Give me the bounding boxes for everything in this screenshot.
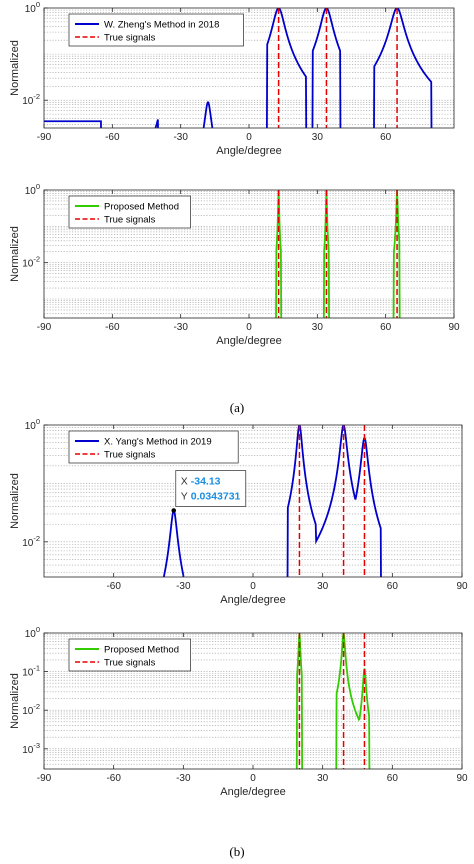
- y-tick-exponent: -2: [33, 534, 40, 543]
- y-tick-base: 10: [25, 629, 37, 640]
- x-tick-label: 0: [246, 322, 252, 333]
- legend-label: X. Yang's Method in 2019: [104, 437, 212, 448]
- x-tick-label: -30: [176, 581, 191, 592]
- legend-box: [68, 430, 239, 464]
- x-tick-label: 90: [448, 322, 460, 333]
- x-axis-label: Angle/degree: [220, 594, 285, 606]
- legend-label: True signals: [104, 658, 156, 669]
- datatip-x-label: X: [181, 476, 188, 488]
- legend-box: [68, 638, 191, 672]
- x-tick-label: 30: [317, 773, 329, 784]
- series-line: [44, 8, 433, 128]
- x-tick-label: -90: [37, 132, 52, 143]
- y-tick-label: 10-3: [22, 741, 40, 756]
- caption-b: (b): [229, 844, 244, 859]
- y-tick-base: 10: [22, 706, 34, 717]
- x-axis-label: Angle/degree: [216, 335, 281, 347]
- y-tick-exponent: 0: [36, 0, 40, 9]
- datatip-marker: [171, 508, 177, 513]
- y-tick-exponent: 0: [36, 417, 40, 426]
- y-tick-base: 10: [25, 4, 37, 15]
- y-tick-label: 100: [25, 182, 40, 197]
- x-tick-label: 90: [456, 773, 468, 784]
- y-tick-exponent: -2: [33, 92, 40, 101]
- datatip-y-value: 0.0343731: [191, 491, 241, 503]
- y-axis-label: Normalized: [9, 473, 21, 529]
- legend-label: True signals: [104, 33, 156, 44]
- chart-b-top: -60 -30 0 30 60 9010010-2Angle/degreeNormaliz…: [9, 417, 468, 606]
- y-tick-exponent: -1: [33, 664, 40, 673]
- legend-label: Proposed Method: [104, 645, 179, 656]
- legend-label: W. Zheng's Method in 2018: [104, 20, 219, 31]
- chart-a-bottom: -90 -60 -30 0 30 60 9010010-2Angle/degreeNorma…: [9, 182, 460, 347]
- y-tick-exponent: -2: [33, 702, 40, 711]
- x-tick-label: 0: [250, 773, 256, 784]
- x-tick-label: 30: [312, 132, 324, 143]
- x-tick-label: 60: [387, 773, 399, 784]
- x-tick-label: 90: [456, 581, 468, 592]
- y-axis-label: Normalized: [9, 673, 21, 729]
- y-tick-base: 10: [22, 96, 34, 107]
- x-tick-label: 60: [387, 581, 399, 592]
- x-tick-label: 0: [246, 132, 252, 143]
- y-tick-exponent: 0: [36, 182, 40, 191]
- y-tick-exponent: 0: [36, 625, 40, 634]
- legend-label: True signals: [104, 215, 156, 226]
- x-tick-label: 60: [380, 132, 392, 143]
- datatip[interactable]: X -34.13 Y 0.0343731: [171, 470, 247, 513]
- y-tick-label: 100: [25, 0, 40, 15]
- y-tick-label: 10-2: [22, 702, 40, 717]
- x-tick-label: -60: [105, 322, 120, 333]
- y-tick-label: 10-2: [22, 255, 40, 270]
- x-axis-label: Angle/degree: [220, 786, 285, 798]
- x-axis-label: Angle/degree: [216, 145, 281, 157]
- y-tick-label: 100: [25, 417, 40, 432]
- x-tick-label: 30: [317, 581, 329, 592]
- datatip-y-label: Y: [181, 491, 188, 503]
- x-tick-label: -30: [176, 773, 191, 784]
- y-tick-exponent: -3: [33, 741, 40, 750]
- x-tick-label: -30: [173, 132, 188, 143]
- datatip-x-value: -34.13: [191, 476, 221, 488]
- y-tick-label: 10-1: [22, 664, 40, 679]
- y-tick-base: 10: [22, 538, 34, 549]
- y-tick-base: 10: [25, 421, 37, 432]
- x-tick-label: 0: [250, 581, 256, 592]
- y-axis-label: Normalized: [9, 226, 21, 282]
- legend-label: True signals: [104, 450, 156, 461]
- y-tick-label: 10-2: [22, 534, 40, 549]
- legend-box: [68, 195, 191, 229]
- x-tick-label: -60: [106, 773, 121, 784]
- datatip-box: [175, 470, 247, 507]
- legend-box: [68, 13, 244, 47]
- y-tick-label: 100: [25, 625, 40, 640]
- x-tick-label: -30: [173, 322, 188, 333]
- y-tick-base: 10: [22, 668, 34, 679]
- x-tick-label: -60: [105, 132, 120, 143]
- x-tick-label: -90: [37, 773, 52, 784]
- y-tick-base: 10: [22, 745, 34, 756]
- x-tick-label: 30: [312, 322, 324, 333]
- y-tick-base: 10: [22, 259, 34, 270]
- y-axis-label: Normalized: [9, 40, 21, 96]
- y-tick-label: 10-2: [22, 92, 40, 107]
- y-tick-exponent: -2: [33, 255, 40, 264]
- x-tick-label: 60: [380, 322, 392, 333]
- chart-b-bottom: -90 -60 -30 0 30 60 9010010-110-210-3Angle/deg…: [9, 625, 468, 798]
- caption-a: (a): [230, 400, 244, 415]
- y-tick-base: 10: [25, 186, 37, 197]
- x-tick-label: -60: [106, 581, 121, 592]
- legend-label: Proposed Method: [104, 202, 179, 213]
- x-tick-label: -90: [37, 322, 52, 333]
- chart-a-top: -90 -60 -30 0 30 6010010-2Angle/degreeNormali…: [9, 0, 455, 157]
